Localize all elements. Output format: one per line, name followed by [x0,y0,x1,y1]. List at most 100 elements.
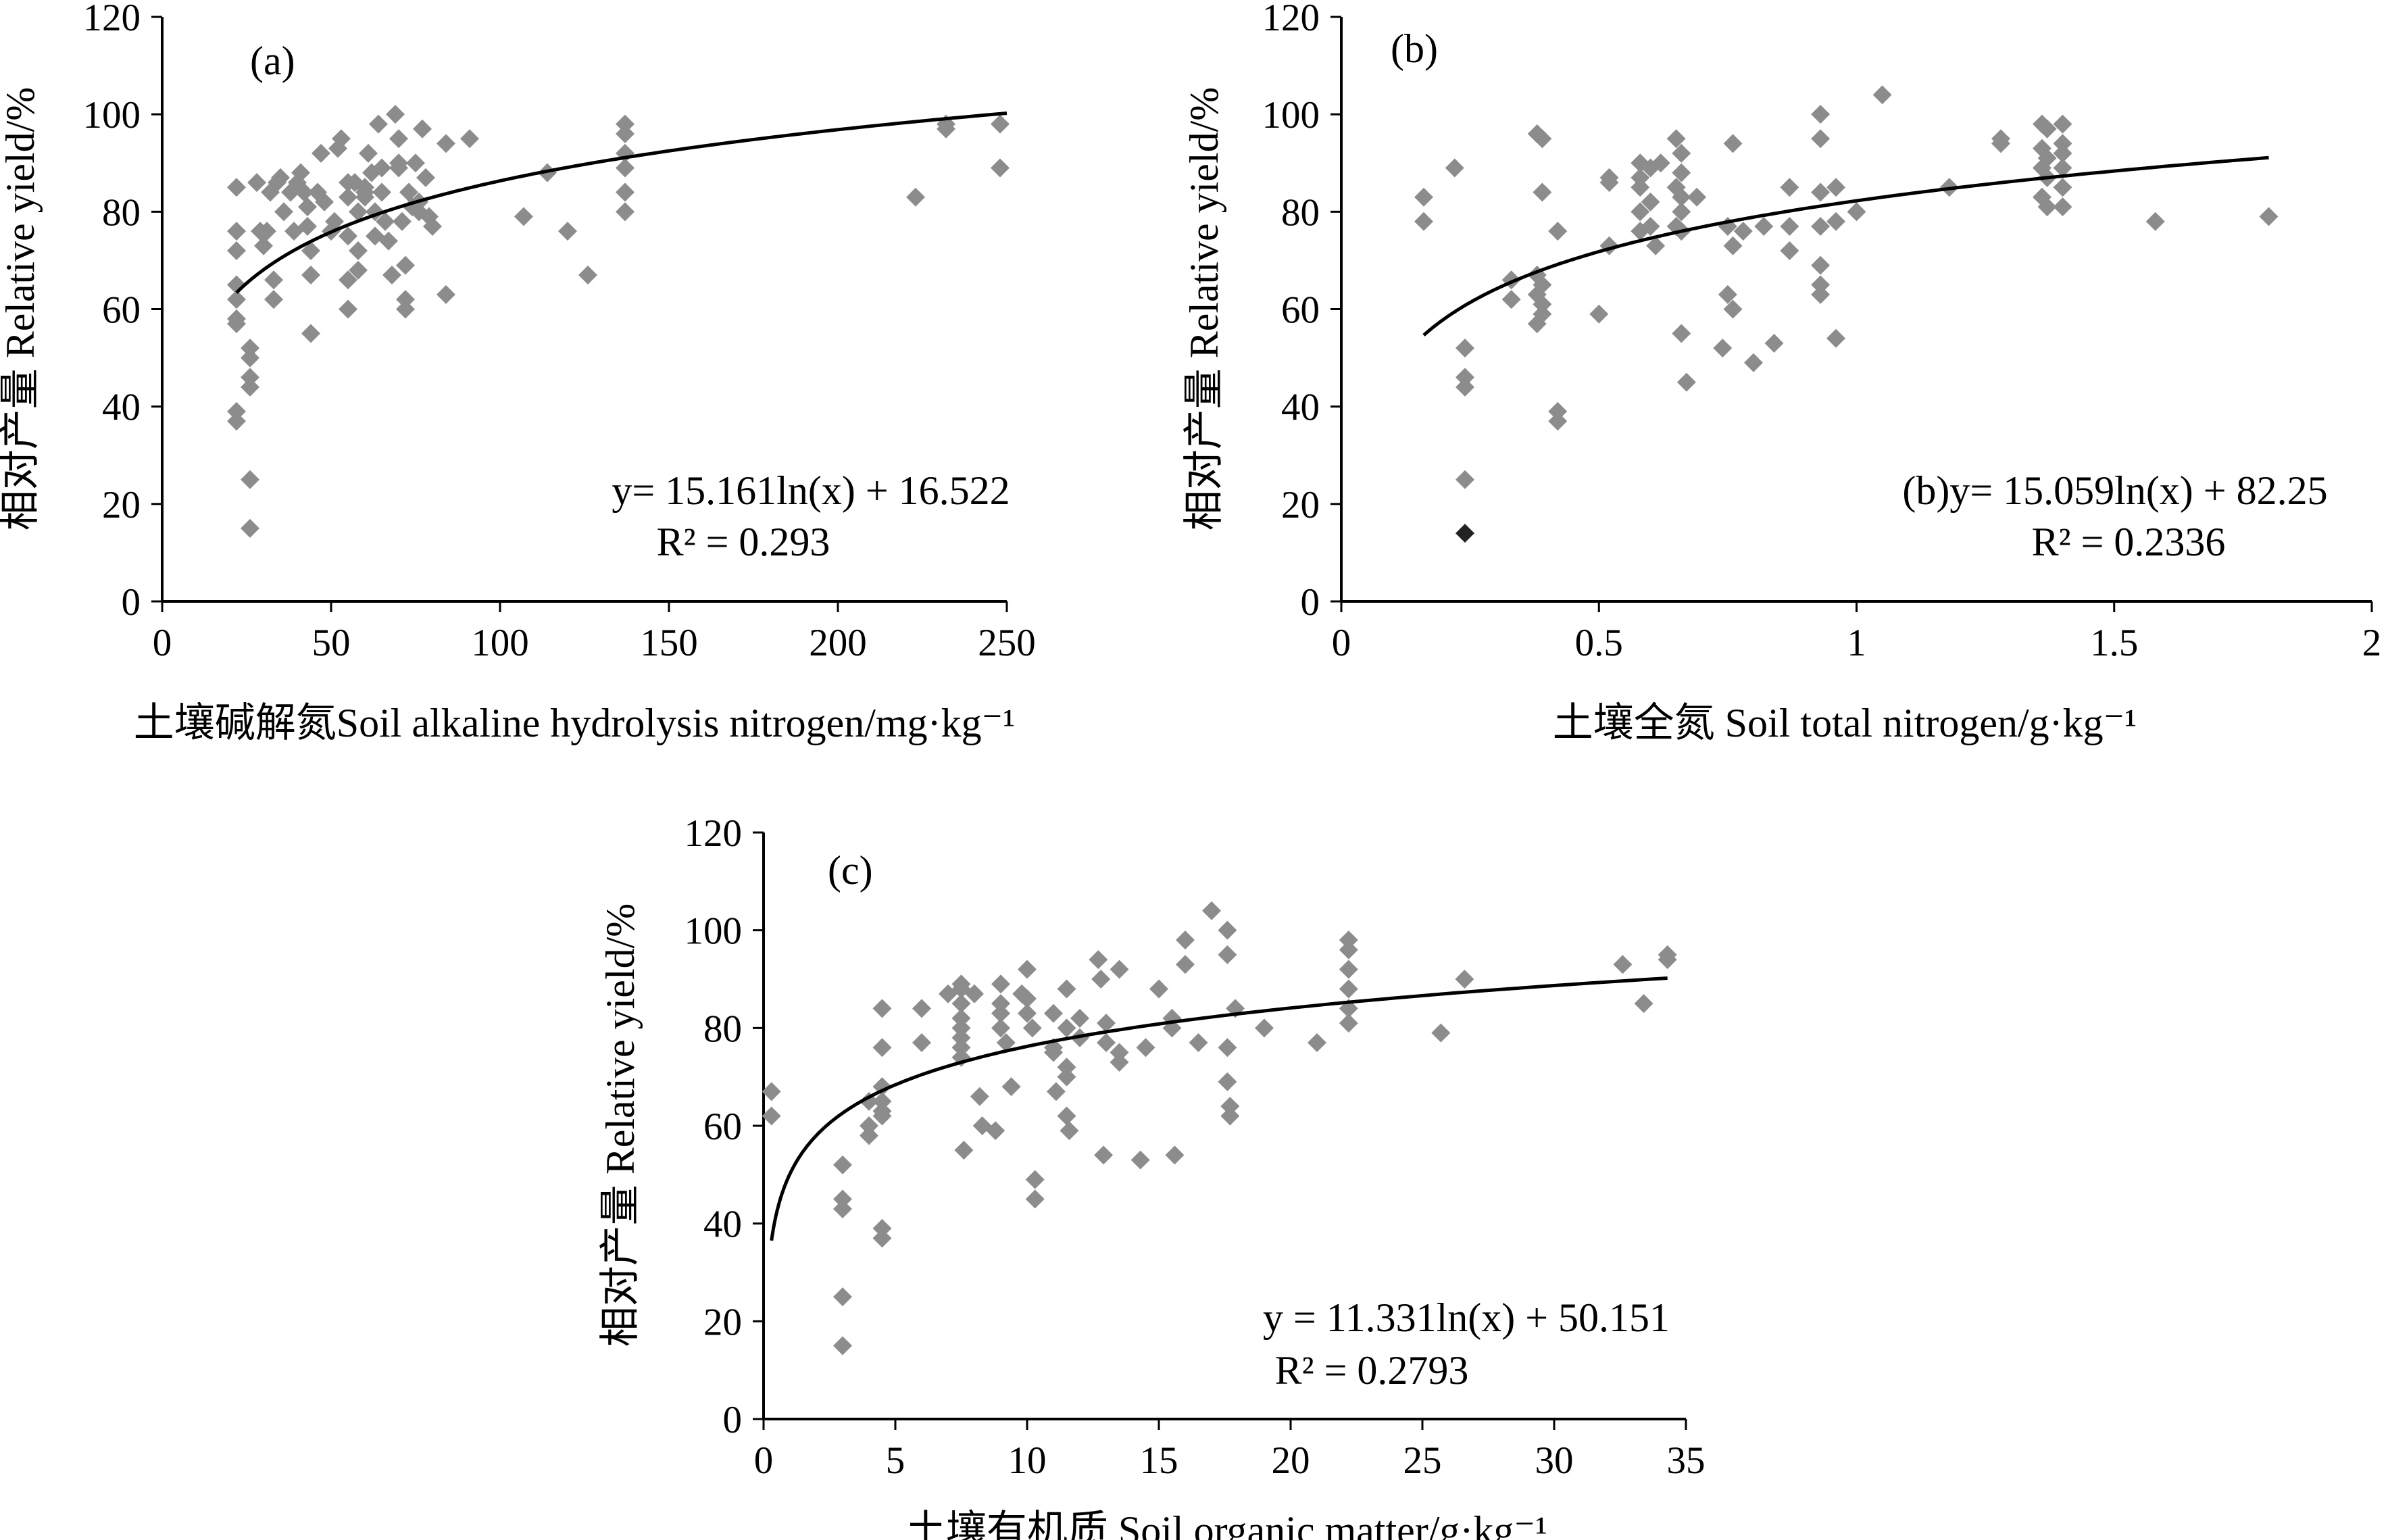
data-point [860,1126,878,1145]
data-point [1057,1058,1076,1077]
data-point [1754,216,1774,236]
data-point [1533,182,1552,202]
data-point [1339,1014,1358,1033]
data-point [291,163,310,182]
data-point [991,114,1010,134]
regression-equation: (b)y= 15.059ln(x) + 82.25 [1902,468,2327,513]
data-point [1780,216,1799,236]
data-point [1189,1033,1208,1053]
data-point [1672,143,1691,163]
data-point [1589,304,1609,324]
x-tick-label: 0 [754,1439,774,1482]
data-point [241,377,259,397]
data-point [1149,979,1168,999]
data-point [1202,901,1221,920]
data-point [389,158,408,178]
x-tick-label: 0.5 [1575,622,1623,664]
data-point [991,1003,1010,1023]
data-point [257,222,276,241]
data-point [1847,202,1866,222]
data-point [951,1038,971,1058]
data-point [339,187,357,207]
data-point [1218,1072,1237,1091]
data-point [393,212,412,231]
data-point [274,202,293,222]
data-point [1339,930,1358,950]
data-point [1672,324,1691,343]
data-point [389,129,408,149]
data-point [2037,197,2057,217]
data-point [951,994,971,1014]
data-point [1780,241,1799,260]
data-point [416,168,435,187]
data-point [1631,168,1650,187]
data-point [1110,960,1129,979]
data-point [2145,212,2165,231]
data-point [578,266,597,285]
data-point [406,153,425,173]
data-point [1672,187,1691,207]
data-point [2053,143,2072,163]
data-point [1089,950,1108,970]
data-point [1136,1038,1155,1058]
data-point [1456,470,1474,489]
data-point [339,226,357,246]
y-tick-label: 60 [703,1106,742,1148]
data-point [616,182,635,202]
y-tick-label: 80 [102,191,141,234]
data-point [271,168,290,187]
y-tick-label: 40 [1281,387,1320,429]
data-point [359,143,378,163]
y-tick-label: 80 [703,1008,742,1050]
data-point [833,1287,852,1307]
data-point [1826,328,1845,348]
data-point [1456,368,1474,387]
data-point [1110,1043,1129,1062]
x-tick-label: 35 [1667,1439,1706,1482]
data-point [1744,353,1763,372]
x-tick-label: 100 [471,622,529,664]
data-point [339,270,357,290]
data-point [991,974,1010,994]
data-point [1527,314,1547,334]
data-point [872,1038,892,1058]
data-point [1641,192,1660,212]
data-point [355,187,374,207]
data-point [1025,1189,1045,1209]
data-point [2033,158,2051,178]
data-point [991,158,1010,178]
data-point [301,241,320,260]
y-axis-label: 相对产量 Relative yield/% [1182,87,1226,531]
y-tick-label: 40 [102,387,141,429]
data-point [227,412,246,431]
data-point [399,182,418,202]
data-point [1018,1003,1037,1023]
chart-panel-a: 0 20 40 60 80 100 120 0 50 100 150 200 250 土壤碱解氮Soil … [0,0,1036,745]
data-point [241,339,259,358]
data-point [912,999,931,1018]
data-point [616,202,635,222]
data-point [315,192,334,212]
data-point [1308,1033,1326,1053]
data-point [1414,187,1433,207]
data-point [1811,105,1831,124]
data-point [1339,940,1358,960]
data-point [1218,920,1237,940]
data-point [298,216,317,236]
data-point [1220,1106,1240,1126]
y-tick-label: 100 [1262,94,1320,136]
data-point [833,1189,852,1209]
data-point [1018,989,1037,1008]
x-axis-label: 土壤全氮 Soil total nitrogen/g·kg⁻¹ [1553,701,2137,745]
data-point [1176,930,1195,950]
data-point [247,173,266,193]
data-point [986,1121,1005,1141]
data-point [1001,1077,1021,1097]
data-point [372,158,391,178]
y-tick-label: 20 [703,1301,742,1343]
data-point [386,105,405,124]
x-tick-label: 10 [1008,1439,1047,1482]
data-point [1733,222,1753,241]
x-axis-label: 土壤碱解氮Soil alkaline hydrolysis nitrogen/m… [134,701,1016,745]
